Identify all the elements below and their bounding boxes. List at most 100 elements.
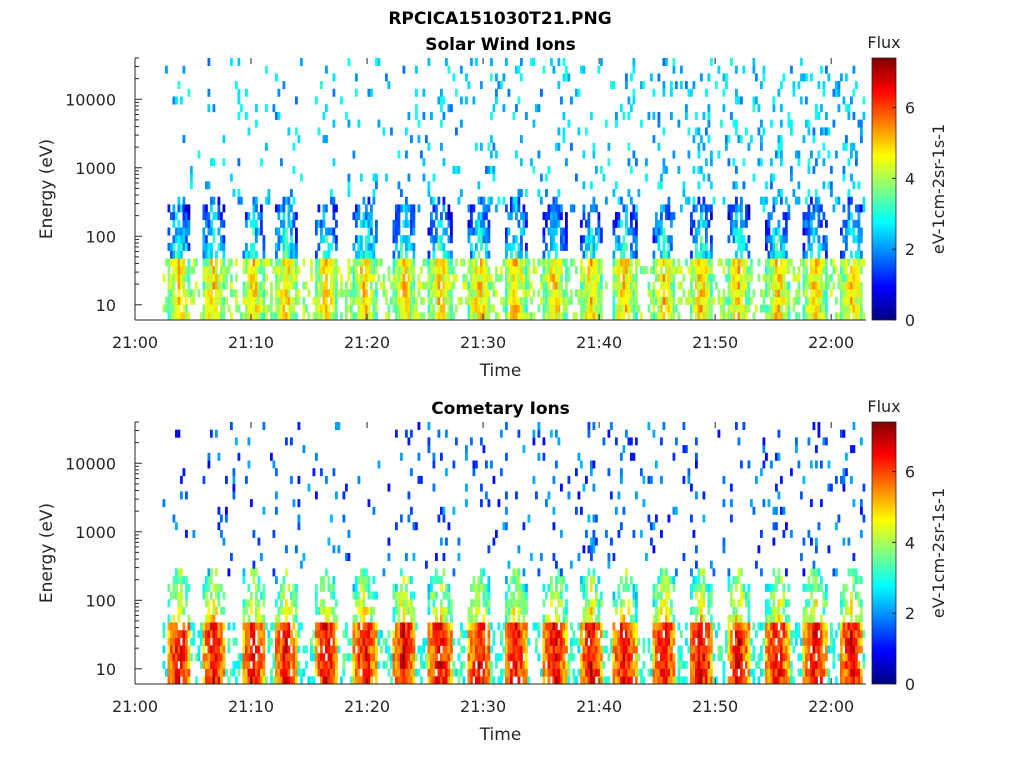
heatmap-cell [515,622,518,631]
heatmap-cell [725,73,728,82]
heatmap-cell [395,622,398,631]
heatmap-cell [165,304,168,313]
heatmap-cell [610,645,613,654]
heatmap-cell [170,281,173,290]
heatmap-cell [260,296,263,305]
heatmap-cell [712,196,716,205]
heatmap-cell [495,273,498,282]
heatmap-cell [595,258,598,267]
heatmap-cell [517,676,521,685]
heatmap-cell [175,250,178,259]
heatmap-cell [210,227,213,236]
heatmap-cell [257,645,261,654]
heatmap-cell [517,591,521,600]
heatmap-cell [677,668,681,677]
heatmap-cell [450,622,453,631]
heatmap-cell [737,304,741,313]
heatmap-cell [167,653,171,662]
heatmap-cell [395,599,398,608]
heatmap-cell [652,281,656,290]
heatmap-cell [635,273,638,282]
heatmap-cell [325,289,328,298]
heatmap-cell [512,266,516,275]
heatmap-cell [277,258,281,267]
heatmap-cell [442,622,446,631]
heatmap-cell [765,242,768,251]
heatmap-cell [645,266,648,275]
heatmap-cell [830,289,833,298]
heatmap-cell [762,289,766,298]
heatmap-cell [560,483,563,492]
heatmap-cell [400,660,403,669]
heatmap-cell [165,668,168,677]
heatmap-cell [567,119,571,128]
heatmap-cell [860,304,863,313]
heatmap-cell [592,142,596,151]
heatmap-cell [247,250,251,259]
heatmap-cell [657,235,661,244]
heatmap-cell [625,242,628,251]
heatmap-cell [585,660,588,669]
heatmap-cell [257,660,261,669]
heatmap-cell [752,96,756,105]
heatmap-cell [807,204,811,213]
heatmap-cell [557,630,561,639]
heatmap-cell [477,266,481,275]
heatmap-cell [522,568,526,577]
heatmap-cell [515,312,518,321]
heatmap-cell [550,258,553,267]
heatmap-cell [760,135,763,144]
heatmap-cell [287,630,291,639]
heatmap-cell [552,281,556,290]
heatmap-cell [277,273,281,282]
heatmap-cell [582,281,586,290]
heatmap-cell [787,289,791,298]
heatmap-cell [255,219,258,228]
heatmap-cell [542,266,546,275]
heatmap-cell [290,204,293,213]
heatmap-cell [512,576,516,585]
heatmap-cell [287,273,291,282]
heatmap-cell [600,273,603,282]
heatmap-cell [615,235,618,244]
heatmap-cell [470,212,473,221]
heatmap-cell [547,583,551,592]
heatmap-cell [805,289,808,298]
heatmap-cell [427,181,431,190]
heatmap-cell [570,142,573,151]
heatmap-cell [657,111,661,120]
heatmap-cell [350,653,353,662]
heatmap-cell [470,660,473,669]
heatmap-cell [597,273,601,282]
heatmap-cell [370,273,373,282]
heatmap-cell [572,312,576,321]
heatmap-cell [335,668,338,677]
heatmap-cell [560,583,563,592]
heatmap-cell [430,273,433,282]
heatmap-cell [410,645,413,654]
heatmap-cell [437,668,441,677]
heatmap-cell [397,258,401,267]
heatmap-cell [562,645,566,654]
heatmap-cell [450,312,453,321]
heatmap-cell [440,142,443,151]
heatmap-cell [662,599,666,608]
heatmap-cell [515,258,518,267]
heatmap-cell [282,645,286,654]
heatmap-cell [460,630,463,639]
heatmap-cell [560,296,563,305]
heatmap-cell [172,514,176,523]
heatmap-cell [485,668,488,677]
heatmap-cell [485,491,488,500]
heatmap-cell [197,630,201,639]
heatmap-cell [180,576,183,585]
heatmap-cell [505,630,508,639]
heatmap-cell [580,637,583,646]
heatmap-cell [367,312,371,321]
heatmap-cell [800,58,803,66]
heatmap-cell [857,235,861,244]
heatmap-cell [492,637,496,646]
heatmap-cell [667,676,671,685]
heatmap-cell [447,273,451,282]
heatmap-cell [427,266,431,275]
